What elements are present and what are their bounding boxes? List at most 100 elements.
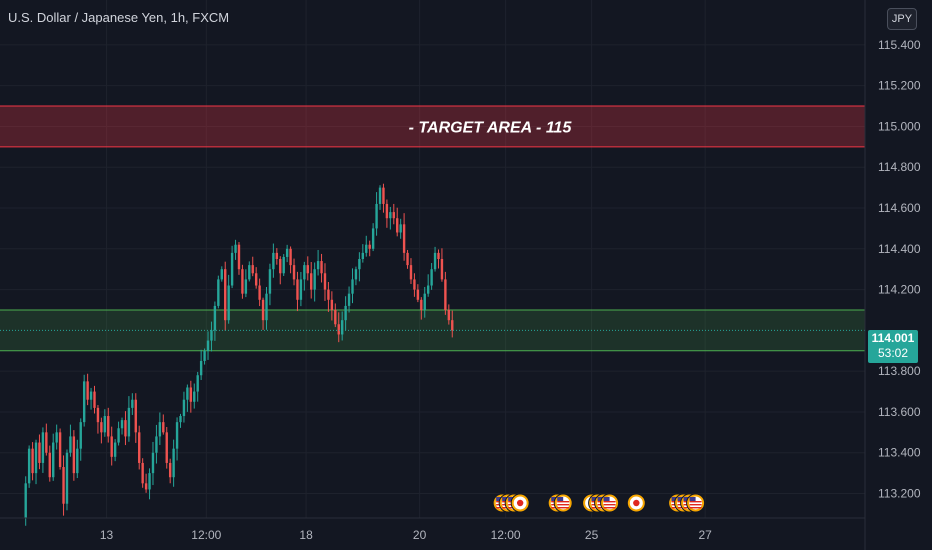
y-tick-label: 114.400	[878, 242, 921, 256]
x-tick-label: 18	[299, 528, 313, 542]
candle-body	[310, 273, 313, 290]
candle-body	[289, 248, 292, 266]
candle-body	[100, 422, 103, 433]
candle-body	[224, 269, 227, 321]
candle-body	[148, 473, 151, 490]
candle-body	[31, 448, 34, 474]
candle-body	[430, 269, 433, 286]
candle-body	[45, 432, 48, 453]
candle-body	[34, 442, 38, 474]
candle-body	[254, 273, 258, 286]
target-zone	[0, 106, 865, 147]
x-tick-label: 25	[585, 528, 599, 542]
bar-countdown: 53:02	[877, 346, 909, 360]
candle-body	[206, 340, 210, 351]
currency-badge[interactable]: JPY	[887, 8, 917, 30]
candle-body	[272, 252, 275, 270]
candle-body	[365, 244, 368, 253]
candle-body	[89, 391, 93, 400]
candle-body	[58, 432, 62, 468]
candle-body	[141, 462, 144, 484]
x-tick-label: 27	[698, 528, 712, 542]
y-axis[interactable]: 113.200 113.400 113.600 113.800 114.200 114.4…	[864, 0, 921, 550]
candle-body	[437, 252, 440, 259]
candle-body	[127, 407, 131, 437]
candle-body	[138, 432, 141, 463]
candle-body	[93, 391, 96, 408]
candle-body	[110, 436, 113, 457]
us-flag-icon[interactable]	[600, 493, 620, 513]
candle-body	[371, 228, 375, 249]
candle-body	[234, 244, 237, 253]
candle-body	[251, 265, 254, 274]
candle-body	[199, 360, 203, 376]
candle-body	[203, 350, 206, 361]
candle-body	[409, 265, 413, 280]
candle-body	[347, 293, 351, 306]
us-flag-icon[interactable]	[686, 493, 706, 513]
candle-body	[107, 416, 110, 437]
candle-body	[375, 203, 378, 229]
candle-body	[351, 279, 354, 294]
y-tick-label: 114.200	[878, 283, 921, 297]
candle-body	[292, 265, 296, 280]
candle-body	[361, 252, 365, 259]
x-axis[interactable]: 13 12:00 18 20 12:00 25 27	[0, 517, 865, 542]
y-tick-label: 113.400	[878, 446, 921, 460]
candle-body	[275, 252, 279, 259]
us-flag-icon[interactable]	[553, 493, 573, 513]
y-tick-label: 115.400	[878, 38, 921, 52]
candle-body	[65, 452, 69, 504]
candle-body	[296, 279, 299, 300]
candles	[0, 183, 865, 526]
candle-body	[69, 436, 72, 453]
x-tick-label: 12:00	[191, 528, 221, 542]
candle-body	[330, 299, 334, 310]
candle-body	[416, 289, 420, 300]
candle-body	[426, 285, 430, 294]
candle-body	[230, 252, 234, 286]
candle-body	[120, 420, 124, 429]
candle-body	[358, 259, 361, 270]
candle-body	[447, 309, 451, 321]
candle-body	[299, 279, 303, 300]
candle-body	[76, 448, 79, 474]
candle-body	[124, 420, 127, 437]
candle-body	[162, 422, 165, 433]
candle-body	[165, 432, 168, 463]
candle-body	[396, 218, 399, 233]
candle-body	[320, 261, 323, 274]
candle-body	[433, 252, 437, 270]
candle-body	[217, 279, 220, 306]
jp-flag-icon[interactable]	[626, 493, 646, 513]
candle-body	[82, 381, 86, 423]
candle-body	[451, 320, 454, 331]
economic-events[interactable]	[492, 493, 706, 513]
candle-body	[282, 256, 285, 274]
candle-body	[406, 252, 409, 266]
candle-body	[244, 279, 248, 294]
candle-body	[48, 452, 51, 478]
candle-body	[268, 269, 272, 294]
x-tick-label: 13	[100, 528, 114, 542]
candle-body	[413, 279, 416, 290]
candle-body	[96, 407, 100, 423]
candle-body	[316, 261, 320, 270]
candle-body	[79, 422, 82, 449]
candle-body	[399, 224, 402, 233]
candle-body	[134, 399, 137, 433]
candle-body	[220, 269, 223, 280]
candle-body	[196, 375, 199, 392]
candle-body	[168, 462, 172, 478]
candle-body	[27, 448, 31, 484]
candle-body	[113, 442, 117, 457]
candle-body	[62, 467, 65, 504]
y-tick-label: 114.800	[878, 160, 921, 174]
jp-flag-icon[interactable]	[510, 493, 530, 513]
candle-body	[41, 432, 45, 463]
y-tick-label: 113.600	[878, 405, 921, 419]
candle-body	[117, 428, 120, 443]
candle-body	[193, 391, 196, 402]
candle-body	[444, 279, 447, 310]
